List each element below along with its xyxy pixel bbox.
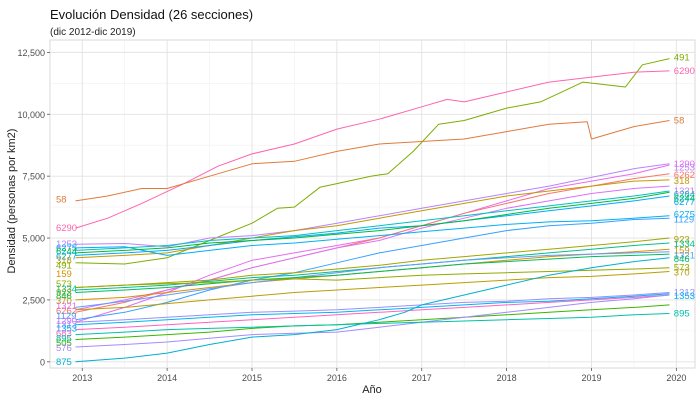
series-label-left: 58 bbox=[56, 195, 67, 206]
x-tick-label: 2014 bbox=[157, 373, 177, 383]
x-tick-label: 2018 bbox=[497, 373, 517, 383]
y-tick-label: 10,000 bbox=[17, 110, 45, 120]
series-line-683 bbox=[75, 294, 670, 331]
series-label-left: 1253 bbox=[56, 239, 77, 250]
series-label-left: 159 bbox=[56, 269, 72, 280]
x-tick-label: 2016 bbox=[327, 373, 347, 383]
series-label-right: 6275 bbox=[674, 210, 695, 221]
series-line-318 bbox=[75, 179, 670, 259]
series-line-895 bbox=[75, 313, 670, 336]
x-tick-label: 2017 bbox=[412, 373, 432, 383]
series-line-576 bbox=[75, 294, 670, 348]
series-label-right: 1129 bbox=[674, 214, 694, 225]
series-label-right: 1290 bbox=[674, 159, 695, 170]
series-label-right: 846 bbox=[674, 254, 690, 265]
series-label-left: 370 bbox=[56, 296, 72, 307]
series-label-left: 1312 bbox=[56, 320, 77, 331]
series-label-right: 491 bbox=[674, 52, 690, 63]
series-label-right: 6277 bbox=[674, 197, 695, 208]
series-label-left: 6275 bbox=[56, 243, 77, 254]
x-tick-label: 2020 bbox=[666, 373, 686, 383]
x-tick-label: 2019 bbox=[581, 373, 601, 383]
series-label-left: 846 bbox=[56, 291, 72, 302]
series-label-right: 1312 bbox=[674, 287, 695, 298]
x-axis-label: Año bbox=[362, 384, 382, 396]
series-line-1321b bbox=[75, 251, 670, 308]
series-label-right: 58 bbox=[674, 115, 685, 126]
series-label-left: 573 bbox=[56, 279, 72, 290]
y-tick-label: 5,000 bbox=[22, 234, 45, 244]
series-label-left: 318 bbox=[56, 255, 72, 266]
series-label-left: 895 bbox=[56, 333, 72, 344]
series-label-right: 6284 bbox=[674, 190, 695, 201]
series-label-right: 1321 bbox=[674, 250, 695, 261]
series-line-505 bbox=[75, 304, 670, 340]
series-label-left: 683 bbox=[56, 328, 72, 339]
series-label-left: 491 bbox=[56, 260, 72, 271]
series-label-right: 318 bbox=[674, 176, 690, 187]
series-label-left: 576 bbox=[56, 343, 72, 354]
series-label-right: 159 bbox=[674, 245, 690, 256]
chart-title: Evolución Densidad (26 secciones) bbox=[50, 7, 253, 22]
series-label-right: 895 bbox=[674, 309, 690, 320]
series-line-875 bbox=[75, 257, 670, 363]
series-label-left: 505 bbox=[56, 338, 72, 349]
series-label-left: 875 bbox=[56, 357, 72, 368]
series-label-right: 1353 bbox=[674, 291, 695, 302]
series-line-923 bbox=[75, 237, 670, 288]
series-label-right: 370 bbox=[674, 268, 690, 279]
series-label-left: 1353 bbox=[56, 323, 77, 334]
y-axis-label: Densidad (personas por km2) bbox=[6, 129, 18, 274]
series-label-right: 923 bbox=[674, 234, 690, 245]
plot-area: 0 2,500 5,000 7,500 10,000 12,500 2013 2014 2015… bbox=[17, 39, 696, 383]
chart-subtitle: (dic 2012-dic 2019) bbox=[50, 27, 136, 38]
series-label-right: 1334 bbox=[674, 239, 695, 250]
series-line-6290 bbox=[75, 70, 670, 229]
series-line-6275 bbox=[75, 215, 670, 256]
series-line-1312 bbox=[75, 292, 670, 323]
series-label-right: 6244 bbox=[674, 193, 695, 204]
y-tick-label: 7,500 bbox=[22, 172, 45, 182]
series-label-right: 6290 bbox=[674, 66, 695, 77]
series-line-1129 bbox=[75, 217, 670, 321]
series-label-left: 6290 bbox=[56, 223, 77, 234]
series-line-6244 bbox=[75, 191, 670, 254]
series-label-left: 1129 bbox=[56, 311, 76, 322]
series-label-right: 6262 bbox=[674, 170, 695, 181]
series-line-846 bbox=[75, 253, 670, 293]
series-label-left: 923 bbox=[56, 287, 72, 298]
series-label-left: 6244 bbox=[56, 247, 77, 258]
series-label-right: 573 bbox=[674, 263, 690, 274]
y-tick-label: 0 bbox=[40, 357, 45, 367]
x-tick-label: 2013 bbox=[72, 373, 92, 383]
series-line-6284 bbox=[75, 190, 670, 251]
series-line-370 bbox=[75, 271, 670, 311]
series-label-left: 6262 bbox=[56, 306, 77, 317]
series-label-right: 1321 bbox=[674, 186, 695, 197]
series-line-58 bbox=[75, 120, 670, 202]
x-tick-label: 2015 bbox=[242, 373, 262, 383]
series-label-left: 1290 bbox=[56, 316, 77, 327]
series-label-right: 1253 bbox=[674, 162, 695, 173]
y-tick-label: 12,500 bbox=[17, 48, 45, 58]
series-line-1353 bbox=[75, 293, 670, 326]
y-tick-label: 2,500 bbox=[22, 295, 45, 305]
series-label-left: 1321 bbox=[56, 301, 77, 312]
series-label-left: 6277 bbox=[56, 252, 77, 263]
series-line-6277 bbox=[75, 195, 670, 256]
series-label-left: 1334 bbox=[56, 284, 77, 295]
